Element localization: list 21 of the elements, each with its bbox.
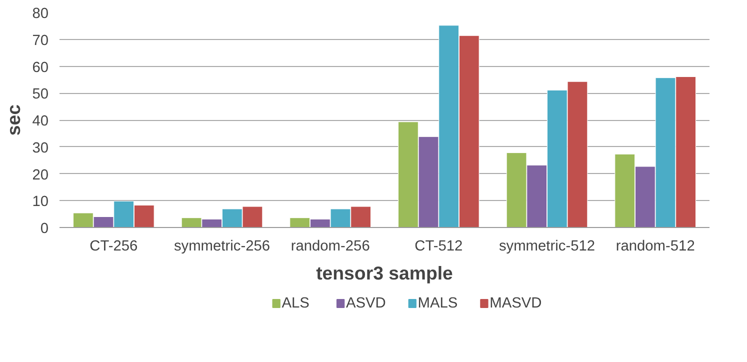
y-tick-label: 70 [32,32,49,49]
y-tick-label: 0 [40,221,49,237]
x-tick-label: CT-512 [414,238,463,254]
y-axis-title: sec [3,104,24,136]
legend-label: MASVD [490,296,542,312]
x-tick-label: random-512 [616,238,695,254]
y-tick-label: 10 [32,194,49,210]
legend-label: MALS [418,296,458,312]
y-tick-label: 20 [32,167,49,184]
legend-label: ASVD [346,296,386,312]
x-tick-label: CT-256 [90,238,138,254]
x-tick-label: symmetric-256 [174,238,270,254]
y-tick-label: 30 [32,140,49,156]
y-tick-label: 40 [32,114,49,130]
y-tick-label: 60 [32,60,49,76]
y-tick-label: 50 [32,86,49,103]
x-tick-label: random-256 [290,238,370,254]
x-axis-title: tensor3 sample [316,262,453,284]
x-tick-label: symmetric-512 [498,238,596,254]
y-tick-label: 80 [32,6,49,22]
legend-label: ALS [282,296,310,312]
